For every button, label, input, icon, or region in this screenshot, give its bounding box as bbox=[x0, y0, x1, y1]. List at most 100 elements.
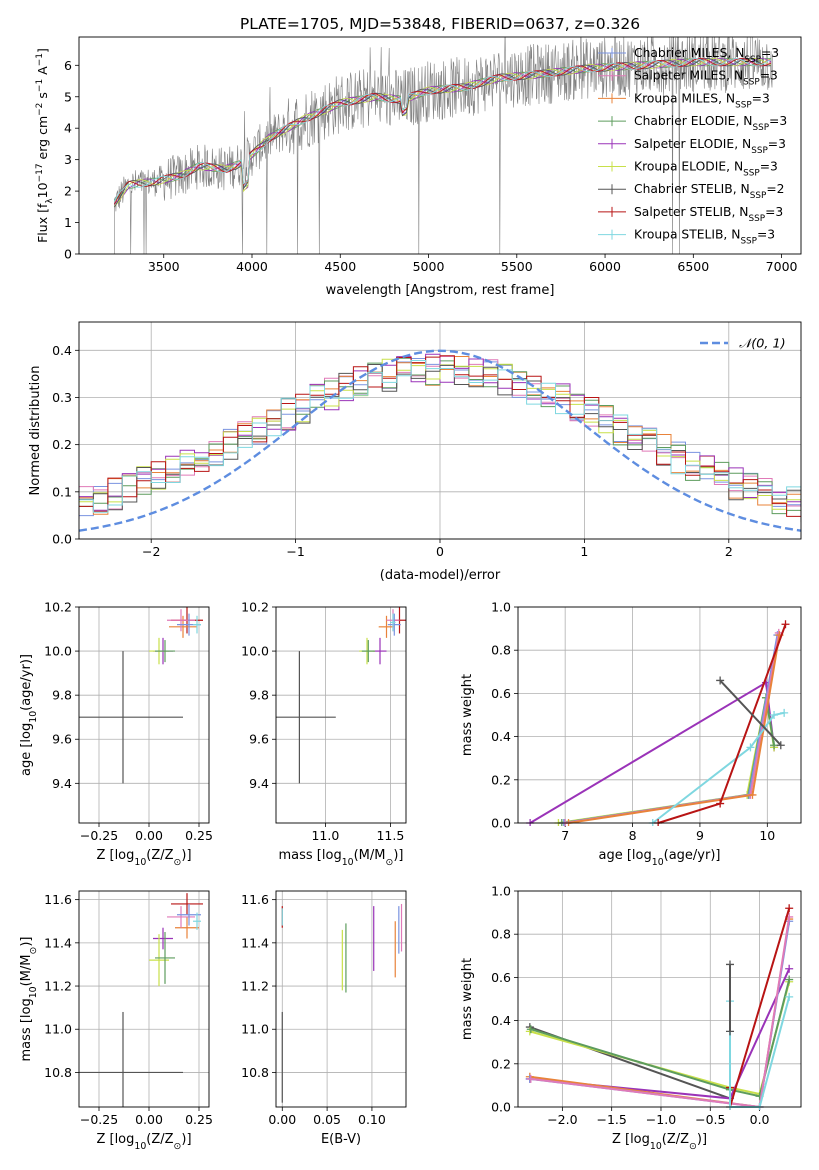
x-tick-label: −0.25 bbox=[80, 1112, 118, 1127]
weight-marker bbox=[785, 992, 794, 1001]
x-tick-label: 5500 bbox=[501, 259, 533, 274]
y-tick-label: 11.6 bbox=[241, 892, 269, 907]
legend-label: Salpeter STELIB, NSSP=3 bbox=[634, 205, 783, 224]
legend-label-sub: SSP bbox=[743, 78, 760, 88]
y-tick-label: 9.4 bbox=[52, 776, 72, 791]
normal-distribution-curve bbox=[79, 349, 801, 532]
label-part: (M/M bbox=[354, 848, 386, 863]
label-part: −1 bbox=[35, 53, 45, 66]
x-tick-label: −1 bbox=[286, 544, 304, 559]
mass-vs-extinction-panel: 0.00 0.05 0.10 10.8 11.0 11.2 11.4 11.6 E(B-V) bbox=[241, 890, 407, 1147]
weight-vs-metallicity-panel: −2.0 −1.5 −1.0 −0.5 0.0 0.0 0.2 0.4 0.6 0.8 1.0 Z [… bbox=[460, 884, 802, 1152]
label-part: ] bbox=[35, 48, 50, 53]
axes-frame bbox=[275, 890, 407, 1108]
weight-line bbox=[719, 679, 782, 746]
figure-title: PLATE=1705, MJD=53848, FIBERID=0637, z=0… bbox=[240, 15, 640, 33]
x-axis-label: Z [log10(Z/Z⊙)] bbox=[96, 1132, 191, 1152]
label-part: mass [log bbox=[19, 998, 34, 1061]
weight-marker bbox=[785, 964, 794, 973]
y-tick-label: 0.4 bbox=[491, 729, 511, 744]
x-tick-label: 0 bbox=[436, 544, 444, 559]
y-tick-label: 1 bbox=[64, 215, 72, 230]
label-part: )] bbox=[19, 937, 34, 947]
x-tick-label: 5000 bbox=[413, 259, 445, 274]
y-tick-label: 0.4 bbox=[52, 343, 72, 358]
legend-label-tail: =2 bbox=[766, 182, 784, 196]
x-axis-label: (data-model)/error bbox=[380, 568, 501, 583]
age-vs-mass-panel: 11.0 11.5 9.4 9.6 9.8 10.0 10.2 mass [log10(M/M… bbox=[241, 600, 407, 868]
y-tick-label: 3 bbox=[64, 152, 72, 167]
x-tick-label: 0.25 bbox=[185, 828, 213, 843]
label-part: 10 bbox=[28, 711, 39, 723]
legend-label-sub: SSP bbox=[750, 191, 767, 201]
weight-line bbox=[561, 697, 775, 824]
weight-line bbox=[657, 623, 787, 824]
legend-label-tail: =3 bbox=[769, 114, 787, 128]
legend-label-tail: =3 bbox=[761, 46, 779, 60]
axes-frame bbox=[78, 606, 210, 824]
model-spectrum-line bbox=[113, 57, 772, 205]
x-tick-label: 11.5 bbox=[376, 828, 404, 843]
x-tick-label: 0.0 bbox=[750, 1112, 770, 1127]
label-part: )] bbox=[697, 1132, 707, 1147]
label-part: Flux [f bbox=[35, 203, 50, 243]
weight-line bbox=[558, 697, 775, 824]
weight-line bbox=[529, 968, 791, 1100]
x-tick-label: 0.00 bbox=[135, 1112, 163, 1127]
x-tick-label: 7000 bbox=[766, 259, 798, 274]
x-tick-label: 7 bbox=[561, 828, 569, 843]
y-tick-label: 6 bbox=[64, 58, 72, 73]
label-part: ⊙ bbox=[28, 947, 39, 955]
legend-label-text: Kroupa MILES, N bbox=[634, 91, 735, 105]
x-tick-label: 3500 bbox=[148, 259, 180, 274]
legend-label: 𝒩(0, 1) bbox=[739, 337, 786, 352]
label-part: (Z/Z bbox=[662, 1132, 689, 1147]
y-tick-label: 9.8 bbox=[249, 688, 269, 703]
plot-area bbox=[113, 37, 773, 254]
y-tick-label: 0.1 bbox=[52, 484, 72, 499]
model-spectrum-line bbox=[113, 57, 772, 202]
label-part: ⊙ bbox=[385, 857, 393, 868]
label-part: −2 bbox=[35, 103, 45, 116]
y-tick-label: 2 bbox=[64, 184, 72, 199]
y-tick-label: 5 bbox=[64, 89, 72, 104]
label-part: λ bbox=[45, 198, 55, 204]
y-tick-label: 0.0 bbox=[52, 532, 72, 547]
age-vs-metallicity-panel: −0.25 0.00 0.259.49.69.810.010.2Z [log10(Z… bbox=[19, 600, 213, 868]
spectrum-axes-frame bbox=[78, 36, 802, 255]
label-part: )] bbox=[181, 848, 191, 863]
label-part: 10 bbox=[28, 986, 39, 998]
residual-histogram-panel: −2 −1 0 1 2 0.0 0.1 0.2 0.3 0.4 (data-model)/error… bbox=[28, 321, 802, 583]
axes-frame bbox=[517, 890, 802, 1108]
legend-label-text: Chabrier ELODIE, N bbox=[634, 114, 752, 128]
weight-line bbox=[529, 921, 791, 1109]
label-part: Z [log bbox=[612, 1132, 650, 1147]
weight-marker bbox=[776, 741, 785, 750]
label-part: 10 bbox=[134, 857, 146, 868]
legend-label-sub: SSP bbox=[749, 214, 766, 224]
y-tick-label: 11.4 bbox=[44, 935, 72, 950]
label-part: 10 bbox=[35, 182, 50, 198]
label-part: age [log bbox=[19, 723, 34, 776]
x-axis-label: Z [log10(Z/Z⊙)] bbox=[96, 848, 191, 868]
weight-marker bbox=[526, 1025, 535, 1034]
label-part: −1 bbox=[35, 79, 45, 92]
y-axis-label: mass weight bbox=[460, 958, 475, 1040]
plot-area bbox=[79, 349, 801, 532]
axes-frame bbox=[275, 606, 407, 824]
weight-marker bbox=[746, 743, 755, 752]
y-tick-label: 0.2 bbox=[491, 772, 511, 787]
y-axis-label: Normed distribution bbox=[28, 366, 43, 496]
y-tick-label: 0.8 bbox=[491, 927, 511, 942]
legend-label-sub: SSP bbox=[751, 146, 768, 156]
y-tick-label: 10.0 bbox=[241, 644, 269, 659]
label-part: 10 bbox=[134, 1141, 146, 1152]
label-part: age [log bbox=[599, 848, 652, 863]
label-part: Z [log bbox=[96, 848, 134, 863]
weight-line bbox=[529, 918, 791, 1109]
weight-marker bbox=[526, 1074, 535, 1083]
weight-marker bbox=[748, 790, 757, 799]
